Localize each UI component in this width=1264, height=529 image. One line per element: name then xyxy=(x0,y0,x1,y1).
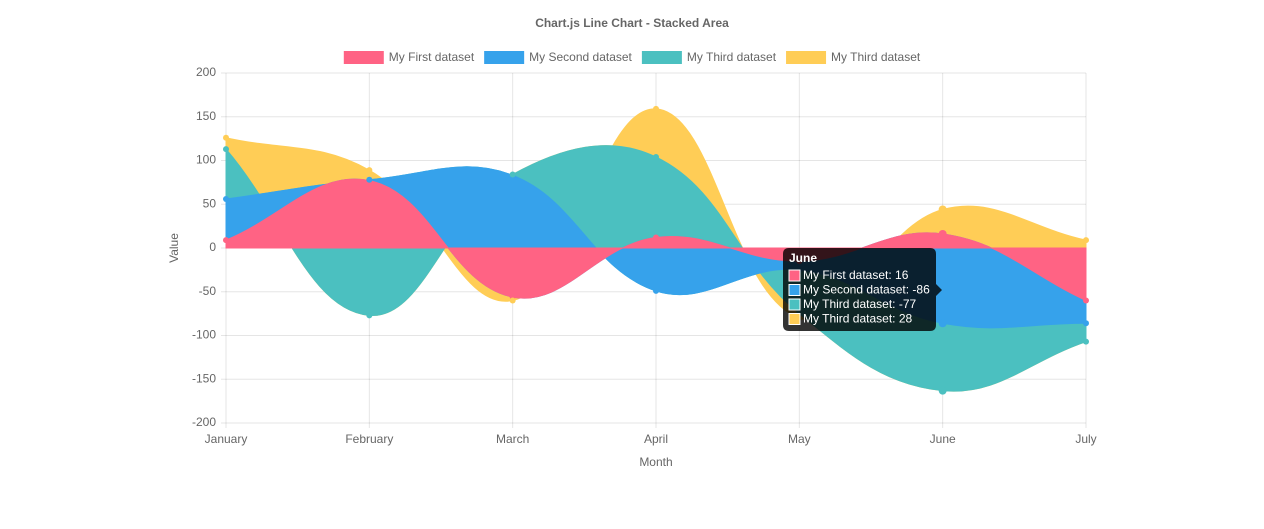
tooltip-swatch xyxy=(788,298,801,311)
point xyxy=(223,146,229,153)
y-tick-label: -150 xyxy=(192,371,216,385)
point xyxy=(938,319,947,328)
x-tick-label: March xyxy=(496,432,529,446)
chart-title: Chart.js Line Chart - Stacked Area xyxy=(535,16,729,30)
point xyxy=(366,176,373,183)
x-tick-label: January xyxy=(205,432,248,446)
point xyxy=(653,154,659,160)
point xyxy=(1083,237,1089,244)
tooltip-title: June xyxy=(789,251,817,265)
point xyxy=(653,234,659,241)
y-tick-label: 0 xyxy=(209,240,216,254)
point xyxy=(653,105,659,112)
tooltip-line: My First dataset: 16 xyxy=(803,268,909,282)
tooltip-box xyxy=(783,248,942,331)
tooltip-swatch xyxy=(788,284,801,296)
tooltip-line: My Third dataset: -77 xyxy=(803,297,916,311)
point xyxy=(1083,297,1089,304)
legend-swatch xyxy=(484,51,525,64)
x-tick-label: June xyxy=(930,432,956,446)
point xyxy=(223,134,229,141)
legend-label: My First dataset xyxy=(389,50,475,64)
point xyxy=(366,312,373,319)
tooltip-swatch xyxy=(788,313,801,325)
tooltip-line: My Third dataset: 28 xyxy=(803,312,912,326)
legend: My First dataset My Second dataset My Thir… xyxy=(343,50,921,64)
legend-label: My Third dataset xyxy=(687,50,777,64)
y-tick-label: -200 xyxy=(192,415,216,429)
y-tick-label: -100 xyxy=(192,328,216,342)
point xyxy=(653,287,659,294)
y-axis-label: Value xyxy=(167,233,181,263)
y-tick-label: 50 xyxy=(203,196,217,210)
legend-swatch xyxy=(641,51,682,64)
x-axis-label: Month xyxy=(639,455,672,469)
tooltip-swatch xyxy=(788,269,801,282)
x-tick-label: May xyxy=(788,432,811,446)
x-tick-label: July xyxy=(1075,432,1096,446)
point xyxy=(938,386,947,395)
y-tick-label: 200 xyxy=(196,65,216,79)
x-tick-label: February xyxy=(345,432,393,446)
x-tick-label: April xyxy=(644,432,668,446)
point xyxy=(509,171,516,178)
point xyxy=(223,196,229,202)
y-tick-label: 100 xyxy=(196,153,216,167)
y-tick-label: -50 xyxy=(199,284,217,298)
point xyxy=(938,205,947,214)
legend-swatch xyxy=(343,51,384,64)
point xyxy=(1083,338,1089,345)
point xyxy=(938,230,947,238)
point xyxy=(1083,320,1089,327)
tooltip-line: My Second dataset: -86 xyxy=(803,283,930,297)
point xyxy=(509,297,516,304)
point xyxy=(366,167,373,174)
legend-label: My Second dataset xyxy=(529,50,632,64)
y-tick-label: 150 xyxy=(196,109,216,123)
legend-label: My Third dataset xyxy=(831,50,921,64)
points xyxy=(223,105,1089,395)
legend-swatch xyxy=(786,51,827,64)
point xyxy=(223,237,229,244)
